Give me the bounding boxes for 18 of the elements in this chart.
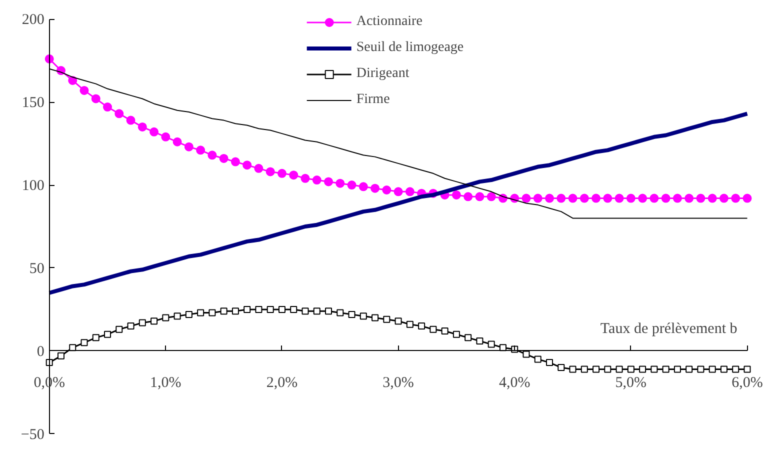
x-tick-label: 1,0% <box>150 374 182 391</box>
y-tick-label: 150 <box>22 95 44 112</box>
y-tick-label: 100 <box>22 178 44 194</box>
legend-label: Seuil de limogeage <box>356 40 464 56</box>
legend-label: Dirigeant <box>356 66 410 82</box>
legend-label: Firme <box>356 92 390 108</box>
x-tick-label: 5,0% <box>615 374 647 391</box>
x-tick-label: 4,0% <box>498 374 530 391</box>
y-tick-label: 0 <box>36 344 44 360</box>
y-tick-label: 200 <box>22 12 44 28</box>
x-tick-label: 6,0% <box>732 374 763 391</box>
x-axis-title: Taux de prélèvement b <box>600 320 738 337</box>
legend-label: Actionnaire <box>356 14 422 30</box>
line-series <box>47 112 750 295</box>
x-tick-label: 3,0% <box>382 374 414 391</box>
y-tick-label: −50 <box>20 426 44 443</box>
x-tick-label: 2,0% <box>266 374 298 391</box>
y-tick-label: 50 <box>29 260 44 277</box>
